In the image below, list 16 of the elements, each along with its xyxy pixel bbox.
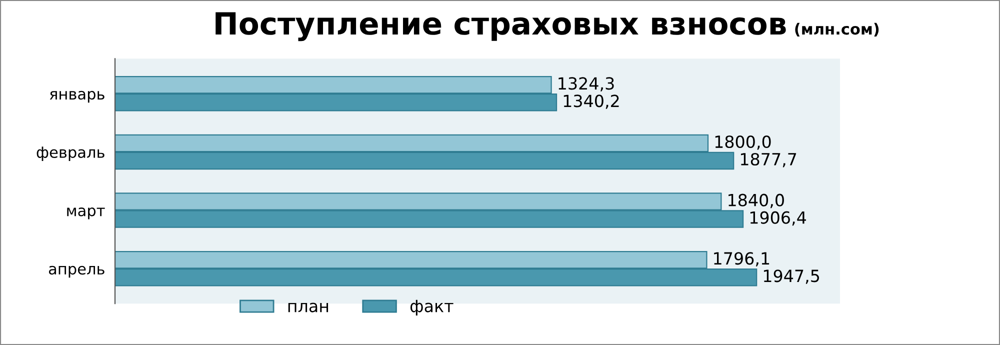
y-tick-label: апрель — [48, 266, 104, 278]
data-label: 1840,0 — [728, 194, 784, 208]
y-tick-label: февраль — [36, 146, 104, 161]
data-label: 1947,5 — [764, 270, 820, 284]
data-label: 1796,1 — [714, 252, 770, 266]
data-label: 1324,3 — [558, 77, 614, 92]
chart-title: Поступление страховых взносов — [216, 12, 786, 42]
data-label: 1340,2 — [564, 94, 619, 109]
y-tick-label: март — [67, 208, 105, 220]
data-label: 1800,0 — [715, 135, 771, 150]
data-label: 1877,7 — [740, 152, 796, 168]
text: (млн.сом) — [795, 22, 879, 37]
data-label: 1906,4 — [750, 211, 806, 226]
y-tick-label: январь — [50, 90, 104, 103]
legend-label: план — [288, 302, 328, 312]
legend-label: факт — [410, 300, 454, 316]
